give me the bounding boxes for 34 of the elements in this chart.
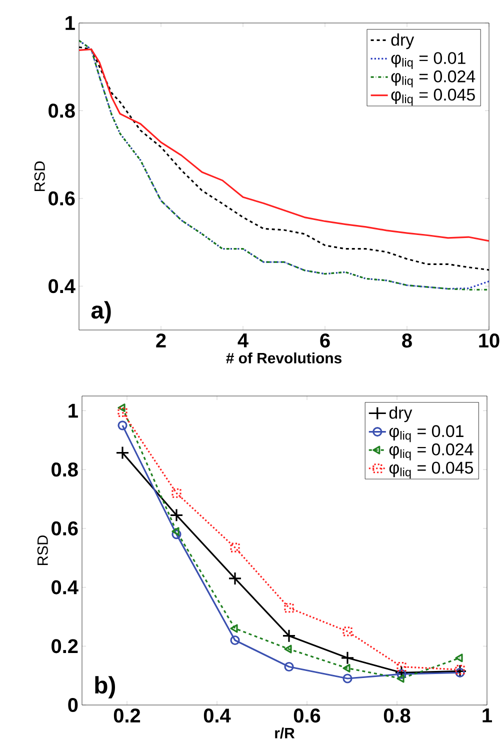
x-tick-label: 0.4 [204,708,231,723]
legend-label: dry [389,406,412,422]
y-tick-label: 0.8 [52,462,78,477]
y-tick-label: 0.4 [52,580,78,594]
y-tick-label: 0.6 [52,521,78,536]
x-axis-title: r/R [275,727,295,739]
x-tick-label: 8 [402,334,412,348]
legend-label: φ$_{liq}$ = 0.01 [389,425,464,442]
y-tick-label: 0.4 [48,279,76,294]
annotation: b) [95,676,115,698]
legend-label: dry [391,33,414,50]
y-tick-label: 0.2 [52,639,78,654]
x-tick-label: 1 [482,708,492,722]
x-tick-label: 0.8 [384,708,410,723]
y-tick-label: 1 [66,16,75,30]
x-tick-label: 6 [320,334,330,348]
x-tick-label: 10 [479,334,500,348]
x-tick-label: 0.2 [114,708,140,723]
legend-label: φ$_{liq}$ = 0.045 [389,462,473,479]
y-tick-label: 0.6 [48,191,75,206]
legend-label: φ$_{liq}$ = 0.024 [389,443,474,460]
x-axis-title: # of Revolutions [226,352,342,364]
x-tick-label: 0.6 [294,708,320,723]
x-tick-label: 4 [238,334,248,348]
annotation: a) [91,301,111,324]
legend-label: φ$_{liq}$ = 0.024 [391,70,476,88]
y-axis-title: RSD [34,161,45,192]
legend-label: φ$_{liq}$ = 0.045 [391,88,475,106]
y-tick-label: 1 [68,404,78,418]
y-tick-label: 0 [68,698,78,712]
legend-label: φ$_{liq}$ = 0.01 [391,52,466,70]
y-axis-title: RSD [37,535,48,566]
x-tick-label: 2 [156,334,166,348]
y-tick-label: 0.8 [48,104,75,118]
